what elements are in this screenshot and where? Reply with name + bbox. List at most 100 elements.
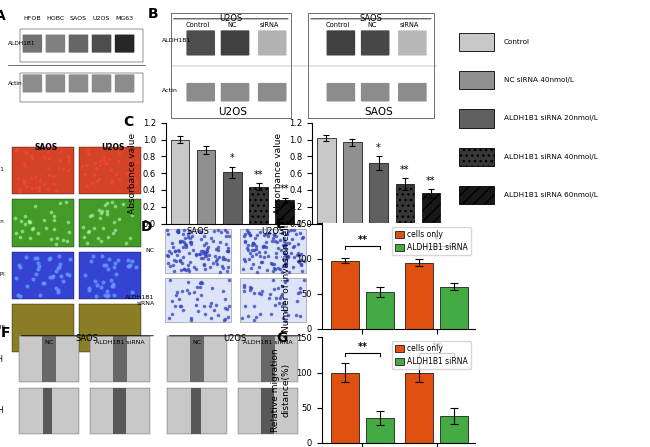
Point: [80, 170, 90, 177]
Point: [166, 250, 176, 257]
Point: [103, 256, 114, 263]
Point: [261, 244, 271, 251]
Point: [278, 263, 288, 270]
Point: [178, 306, 188, 313]
Point: [172, 228, 183, 235]
Point: [239, 281, 250, 288]
Point: [84, 284, 95, 291]
Bar: [331, 372, 359, 443]
Point: [168, 261, 178, 269]
Text: SAOS: SAOS: [359, 14, 382, 23]
FancyBboxPatch shape: [326, 83, 355, 101]
Legend: cells only, ALDH1B1 siRNA: cells only, ALDH1B1 siRNA: [391, 228, 471, 255]
Point: [83, 147, 94, 154]
Point: [194, 251, 204, 258]
Point: [213, 227, 223, 234]
Bar: [405, 263, 433, 329]
Bar: [165, 278, 231, 322]
Point: [281, 276, 292, 283]
Point: [282, 231, 293, 238]
Text: **: **: [280, 184, 289, 194]
Point: [201, 252, 211, 259]
Point: [11, 230, 21, 237]
Point: [220, 227, 230, 234]
Text: ALDH1B1
siRNA: ALDH1B1 siRNA: [125, 295, 155, 306]
Point: [193, 307, 203, 314]
Point: [252, 231, 262, 238]
Point: [87, 180, 98, 187]
Point: [291, 251, 302, 258]
Point: [265, 230, 275, 237]
Point: [175, 238, 185, 245]
Point: [53, 287, 63, 294]
Point: [122, 169, 132, 176]
Point: [18, 160, 29, 167]
Point: [31, 270, 42, 278]
Point: [269, 264, 280, 271]
Point: [107, 178, 118, 185]
FancyBboxPatch shape: [187, 30, 215, 55]
Text: ALDH1B1 siRNA 60nmol/L: ALDH1B1 siRNA 60nmol/L: [504, 192, 597, 198]
Point: [190, 250, 201, 257]
Point: [286, 227, 296, 234]
Point: [220, 295, 231, 303]
Point: [164, 263, 175, 270]
Point: [101, 292, 112, 299]
Point: [12, 145, 23, 152]
Point: [179, 265, 189, 272]
FancyBboxPatch shape: [398, 30, 426, 55]
Point: [84, 151, 95, 158]
Point: [294, 313, 305, 320]
Point: [291, 230, 301, 237]
Point: [11, 274, 21, 282]
Point: [164, 276, 175, 283]
Point: [84, 287, 94, 294]
Point: [177, 244, 188, 251]
Point: [20, 148, 31, 155]
FancyBboxPatch shape: [361, 83, 389, 101]
Text: Actin: Actin: [0, 219, 5, 224]
Bar: [171, 13, 291, 118]
Point: [17, 228, 27, 235]
Point: [169, 248, 179, 255]
Point: [287, 236, 298, 243]
Point: [240, 303, 250, 310]
Point: [294, 258, 304, 265]
Bar: [366, 418, 394, 443]
Point: [171, 291, 181, 299]
Point: [106, 276, 116, 283]
Point: [127, 147, 138, 154]
Point: [220, 256, 231, 263]
Point: [55, 200, 65, 207]
Point: [172, 288, 182, 295]
Bar: [165, 229, 231, 273]
Point: [213, 244, 223, 251]
Text: F: F: [1, 326, 10, 341]
Point: [269, 260, 280, 267]
Point: [15, 233, 25, 240]
Point: [271, 249, 281, 257]
Text: NC: NC: [44, 340, 53, 345]
Point: [186, 315, 196, 322]
Bar: [440, 287, 468, 329]
Point: [288, 263, 298, 270]
Point: [131, 180, 142, 187]
Point: [262, 266, 272, 274]
Bar: [19, 336, 79, 382]
Point: [278, 241, 288, 249]
Point: [125, 235, 135, 242]
Point: [108, 283, 118, 290]
Point: [196, 255, 207, 262]
Point: [90, 159, 101, 166]
Bar: [20, 389, 77, 433]
Point: [280, 242, 290, 249]
Point: [79, 233, 89, 240]
Point: [16, 218, 27, 225]
Point: [258, 243, 268, 250]
Point: [196, 236, 206, 243]
Point: [242, 227, 252, 234]
Bar: [422, 193, 440, 224]
Point: [276, 282, 287, 289]
Y-axis label: Relative migration
distance(%): Relative migration distance(%): [271, 348, 291, 432]
Point: [94, 158, 105, 165]
